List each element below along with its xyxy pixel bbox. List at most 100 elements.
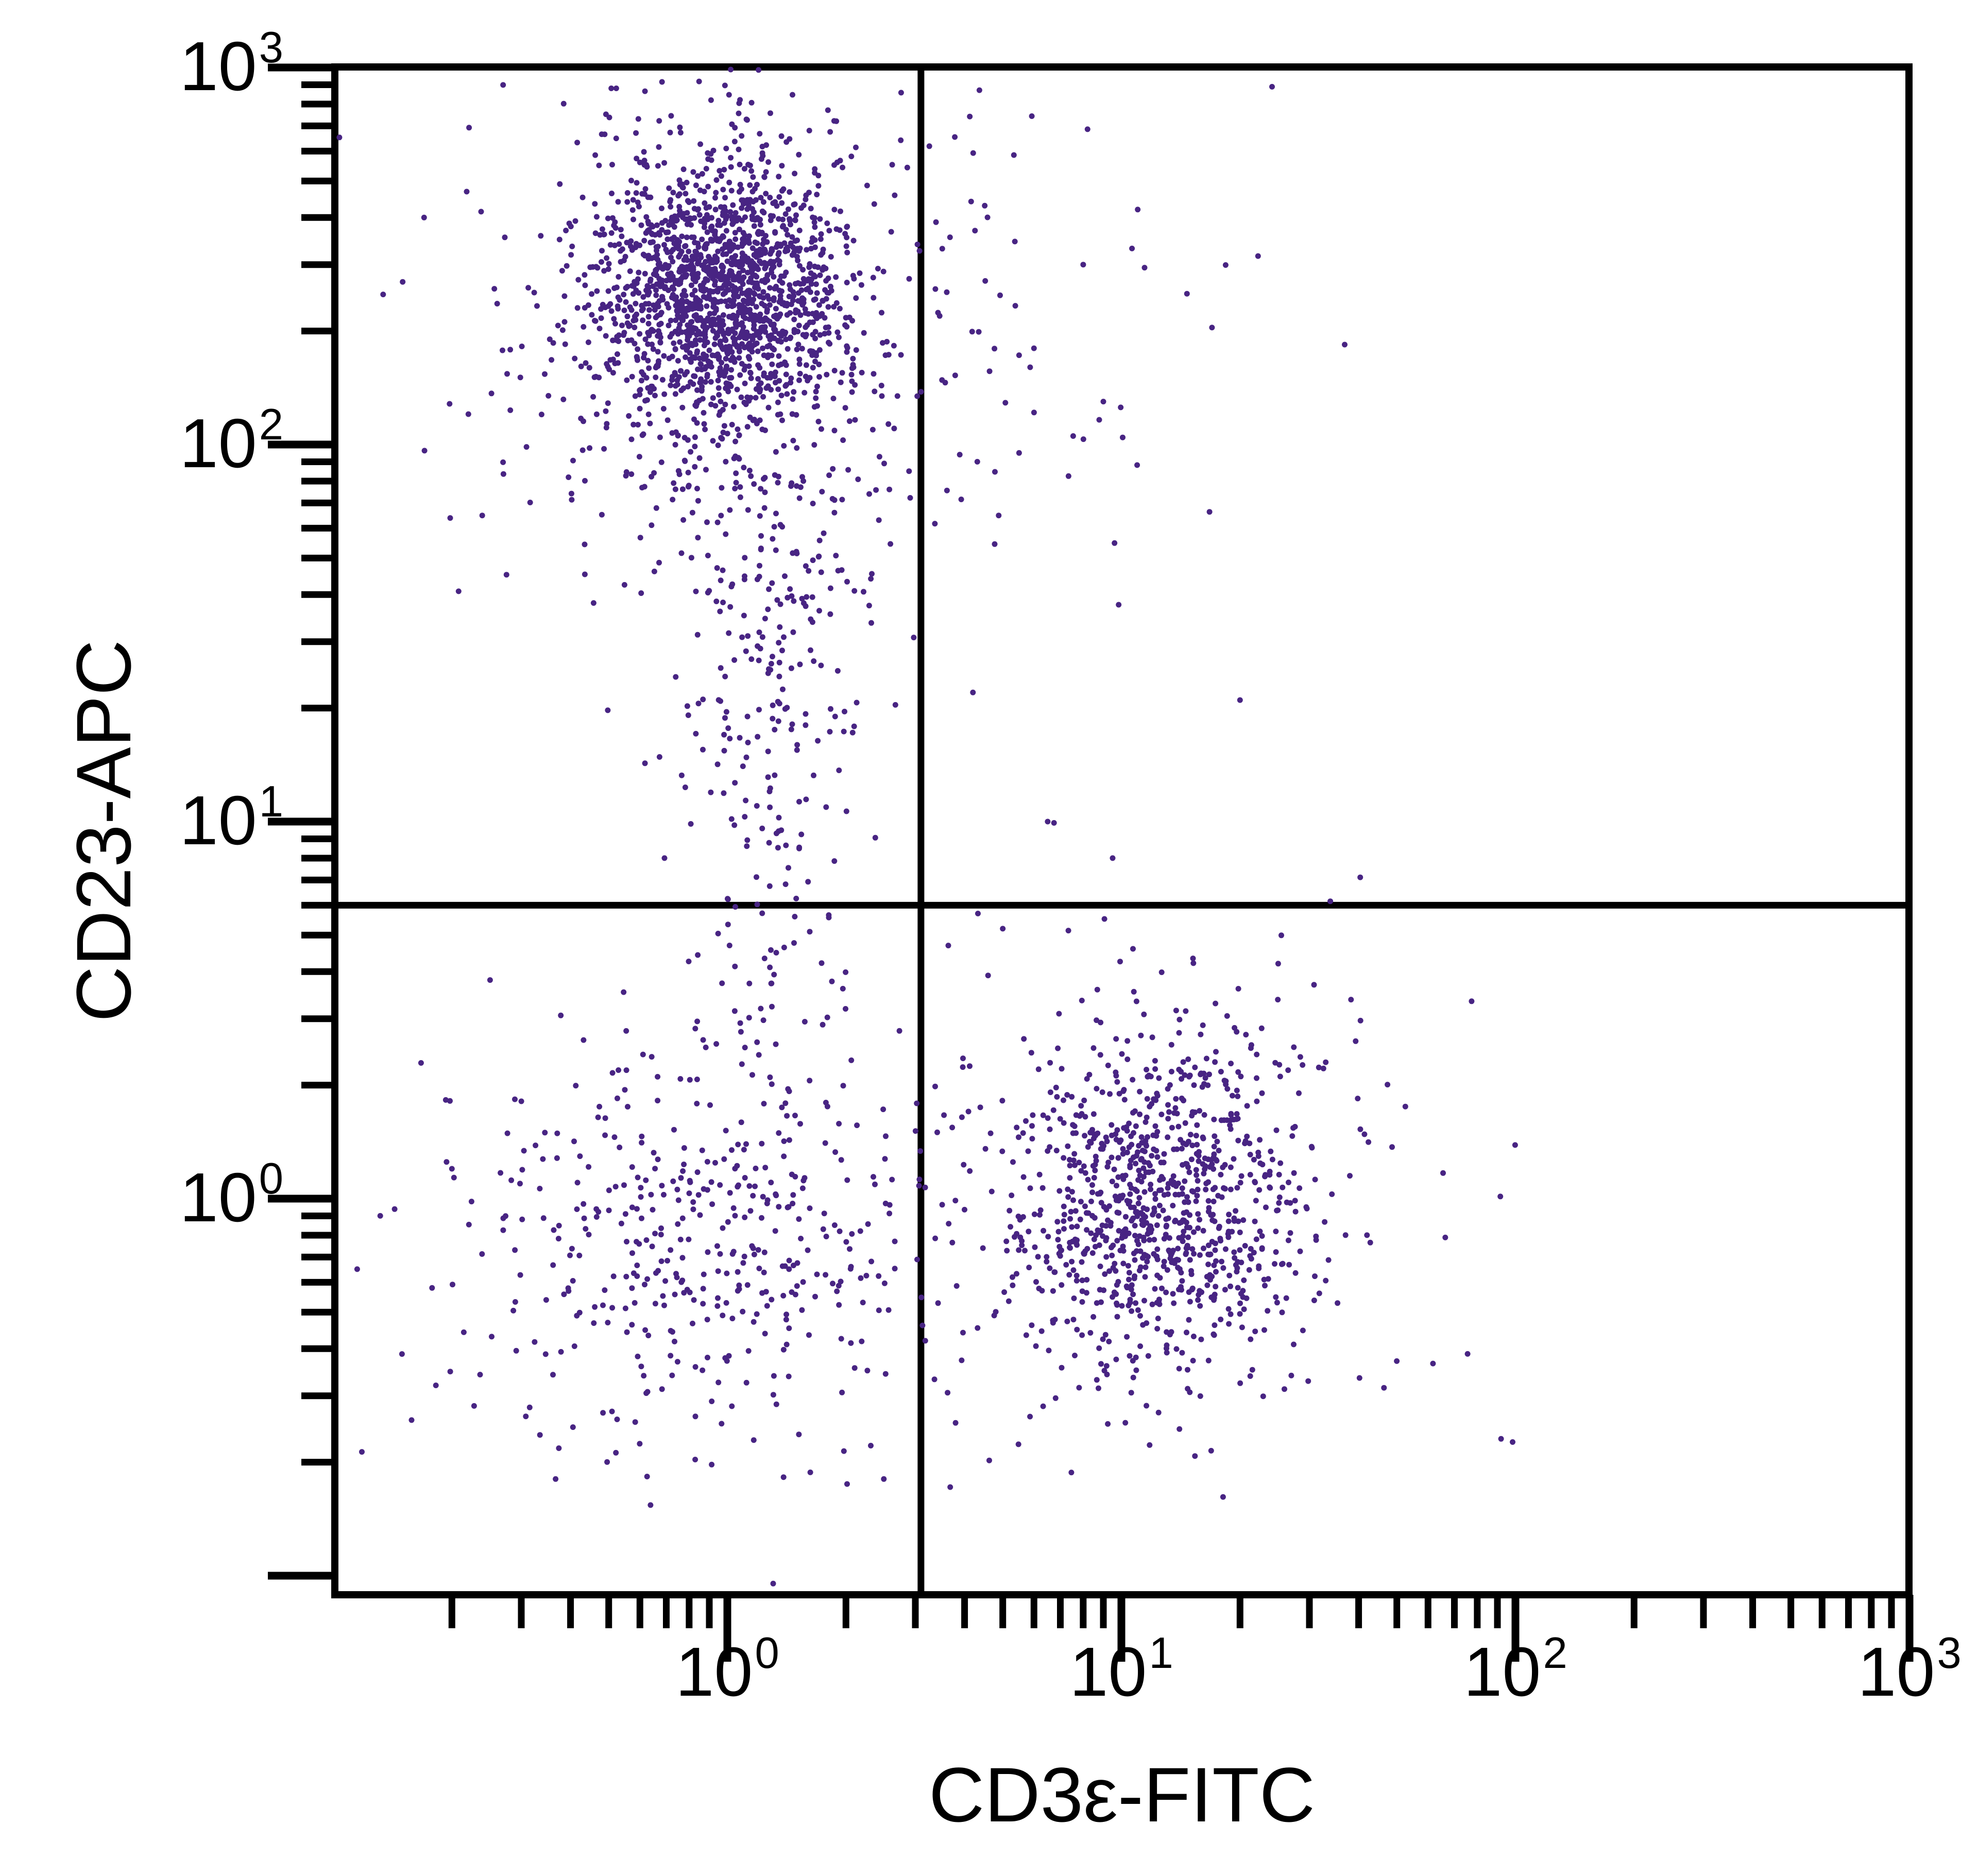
event-dot [1015,1441,1021,1447]
event-dot [758,533,764,539]
event-dot [609,162,615,168]
event-dot [579,447,586,453]
event-dot [823,325,829,331]
event-dot [1274,1300,1280,1306]
event-dot [649,342,655,348]
event-dot [1235,1285,1241,1291]
event-dot [677,303,684,310]
event-dot [708,789,714,795]
event-dot [771,971,777,978]
event-dot [848,1340,854,1346]
event-dot [605,364,611,370]
event-dot [642,336,649,343]
event-dot [1201,1170,1207,1176]
event-dot [781,1138,787,1144]
event-dot [1183,1219,1189,1225]
event-dot [608,230,615,236]
event-dot [854,1122,860,1129]
event-dot [846,418,852,424]
event-dot [821,530,827,536]
event-dot [871,1174,876,1180]
event-dot [741,304,747,311]
event-dot [736,355,742,361]
event-dot [751,296,757,302]
event-dot [809,239,815,245]
event-dot [713,321,719,328]
event-dot [850,355,856,362]
event-dot [1169,1259,1175,1266]
event-dot [1267,1168,1273,1174]
event-dot [1103,1254,1110,1260]
event-dot [650,224,656,230]
event-dot [1135,1241,1141,1248]
event-dot [1151,1096,1157,1102]
event-dot [736,226,742,232]
event-dot [717,1182,723,1188]
event-dot [1050,1288,1056,1294]
event-dot [811,658,817,664]
event-dot [800,267,806,273]
event-dot [744,837,751,843]
event-dot [595,1114,601,1120]
event-dot [702,427,708,433]
event-dot [898,352,904,358]
event-dot [850,237,857,244]
event-dot [537,1432,543,1438]
y-tick-label: 101 [62,774,283,876]
event-dot [1010,1159,1016,1165]
event-dot [1051,820,1057,826]
event-dot [843,243,849,249]
event-dot [960,1064,966,1070]
event-dot [1121,1097,1128,1103]
event-dot [793,310,798,316]
event-dot [1212,1322,1218,1328]
event-dot [666,222,672,228]
event-dot [1183,1008,1189,1014]
event-dot [840,437,846,443]
event-dot [574,1206,580,1212]
event-dot [755,249,761,255]
event-dot [1080,436,1086,442]
event-dot [656,276,662,282]
event-dot [722,673,728,679]
event-dot [756,573,762,579]
event-dot [1068,1470,1075,1476]
event-dot [988,1188,995,1195]
tick-label-base: 10 [1463,1633,1541,1711]
event-dot [1137,1248,1144,1254]
event-dot [661,242,667,248]
event-dot [498,1170,504,1176]
event-dot [638,1185,644,1191]
event-dot [1111,1166,1117,1172]
event-dot [812,1293,818,1300]
event-dot [715,378,721,384]
event-dot [1178,1270,1184,1276]
event-dot [1029,1136,1035,1142]
event-dot [1183,1245,1189,1251]
event-dot [904,164,910,170]
event-dot [715,217,722,224]
event-dot [684,234,690,241]
event-dot [833,274,839,280]
event-dot [593,264,599,270]
tick-label-base: 10 [179,27,257,105]
event-dot [704,1158,710,1165]
event-dot [653,244,659,250]
event-dot [725,303,731,309]
event-dot [784,301,790,306]
event-dot [836,1302,842,1308]
event-dot [578,363,584,369]
event-dot [1152,1286,1158,1292]
event-dot [770,654,775,660]
event-dot [1076,1159,1082,1166]
event-dot [737,735,743,741]
event-dot [834,1288,840,1294]
event-dot [769,1003,775,1010]
event-dot [655,300,661,306]
event-dot [1168,1068,1174,1075]
event-dot [657,331,662,337]
event-dot [759,1215,764,1221]
event-dot [763,142,770,148]
event-dot [645,292,651,298]
event-dot [803,324,809,330]
